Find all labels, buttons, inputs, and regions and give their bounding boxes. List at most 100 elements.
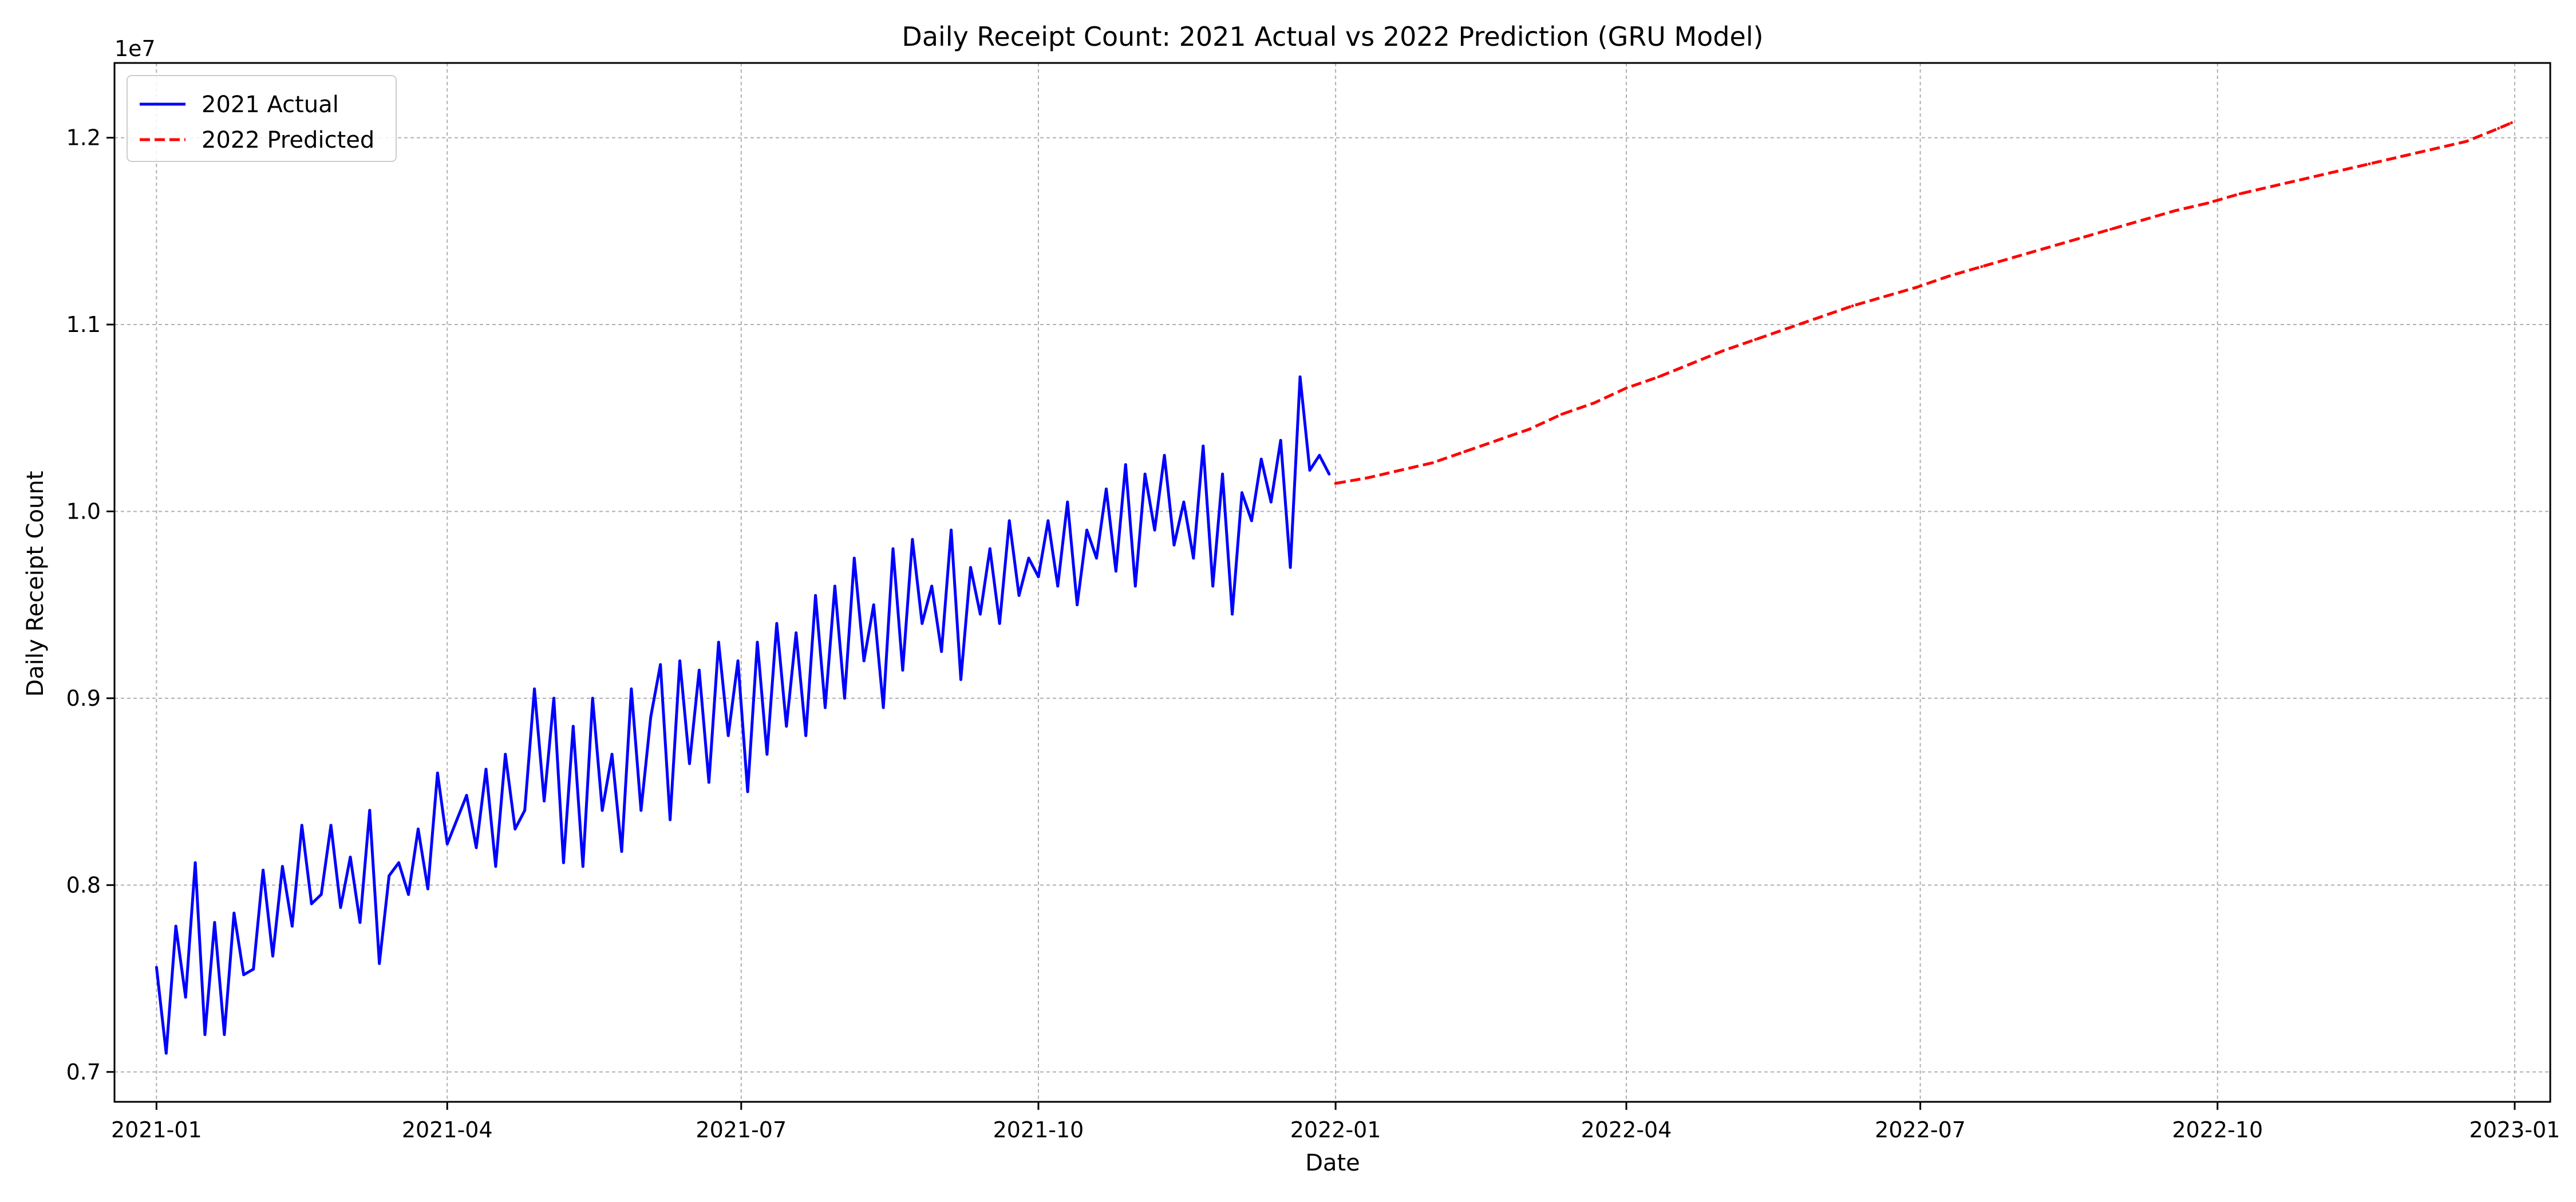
data-point — [1625, 386, 1628, 390]
y-tick-label: 1.2 — [66, 125, 101, 151]
data-point — [697, 669, 701, 672]
data-point — [203, 1033, 207, 1036]
data-point — [1008, 519, 1011, 523]
data-point — [2077, 237, 2080, 240]
data-point — [2174, 209, 2177, 212]
data-point — [1851, 304, 1854, 307]
data-point — [659, 663, 662, 666]
data-point — [2336, 169, 2338, 173]
data-point — [504, 753, 507, 756]
x-tick-label: 2022-01 — [1290, 1117, 1381, 1142]
data-point — [1153, 528, 1156, 532]
data-point — [2045, 246, 2048, 250]
data-point — [2142, 218, 2145, 222]
data-point — [223, 1033, 226, 1036]
data-point — [814, 594, 817, 597]
legend-box — [127, 75, 397, 162]
data-point — [1819, 315, 1822, 319]
data-point — [1114, 570, 1117, 573]
data-point — [1398, 469, 1402, 472]
data-point — [756, 640, 759, 644]
data-point — [174, 924, 177, 928]
data-point — [155, 966, 158, 969]
data-point — [1250, 519, 1253, 523]
x-axis-label: Date — [1305, 1150, 1360, 1176]
data-point — [1192, 556, 1195, 560]
data-point — [882, 706, 885, 709]
data-point — [300, 824, 303, 827]
data-point — [950, 528, 953, 532]
data-point — [388, 874, 391, 877]
data-point — [1017, 594, 1021, 597]
data-point — [978, 612, 982, 616]
data-point — [164, 1051, 168, 1055]
data-point — [1211, 584, 1215, 588]
data-point — [562, 861, 565, 864]
data-point — [494, 865, 497, 868]
data-point — [2206, 201, 2210, 205]
data-point — [1528, 428, 1531, 431]
data-point — [2012, 256, 2016, 259]
data-point — [940, 650, 943, 653]
data-point — [1240, 491, 1243, 495]
y-tick-label: 1.0 — [66, 499, 101, 524]
data-point — [1133, 584, 1137, 588]
data-point — [513, 827, 517, 831]
data-point — [1259, 457, 1263, 461]
data-point — [1366, 476, 1370, 480]
data-point — [1056, 584, 1060, 588]
data-point — [2510, 121, 2513, 124]
data-point — [824, 706, 827, 709]
data-point — [1593, 401, 1596, 405]
data-point — [736, 659, 740, 663]
data-point — [1495, 438, 1499, 442]
data-point — [329, 824, 333, 827]
x-tick-label: 2022-07 — [1875, 1117, 1966, 1142]
data-point — [436, 772, 439, 774]
data-point — [591, 697, 594, 700]
data-point — [358, 921, 362, 924]
data-point — [1046, 519, 1050, 523]
data-point — [2464, 140, 2468, 143]
data-point — [1202, 444, 1205, 448]
data-point — [1689, 362, 1693, 366]
data-point — [1334, 482, 1337, 485]
plot-series — [155, 121, 2513, 1055]
data-point — [969, 566, 972, 569]
y-tick-label: 1.1 — [66, 312, 101, 337]
data-point — [1560, 413, 1563, 416]
data-point — [1027, 556, 1030, 560]
legend-entry: 2022 Predicted — [202, 127, 374, 153]
data-point — [1085, 528, 1089, 532]
data-point — [445, 843, 449, 845]
x-tick-label: 2021-07 — [696, 1117, 787, 1142]
data-point — [1883, 295, 1886, 298]
data-point — [833, 584, 836, 588]
data-point — [1105, 487, 1108, 491]
data-point — [1947, 274, 1951, 278]
data-point — [581, 865, 584, 868]
data-point — [1754, 338, 1757, 341]
data-point — [280, 865, 284, 868]
x-tick-label: 2021-01 — [111, 1117, 202, 1142]
data-point — [378, 962, 381, 965]
legend-entry: 2021 Actual — [202, 92, 339, 118]
data-point — [891, 547, 895, 551]
data-point — [620, 850, 623, 853]
data-point — [688, 762, 691, 765]
data-point — [669, 818, 672, 821]
data-point — [717, 640, 720, 644]
data-point — [630, 687, 633, 691]
data-point — [2271, 184, 2274, 188]
data-point — [1095, 556, 1098, 560]
data-point — [319, 893, 323, 896]
data-point — [339, 906, 342, 909]
data-point — [1308, 469, 1311, 472]
data-point — [862, 659, 866, 663]
data-point — [426, 887, 429, 891]
data-point — [475, 846, 478, 849]
data-point — [1657, 375, 1660, 378]
data-point — [843, 697, 846, 700]
data-point — [1231, 612, 1234, 616]
